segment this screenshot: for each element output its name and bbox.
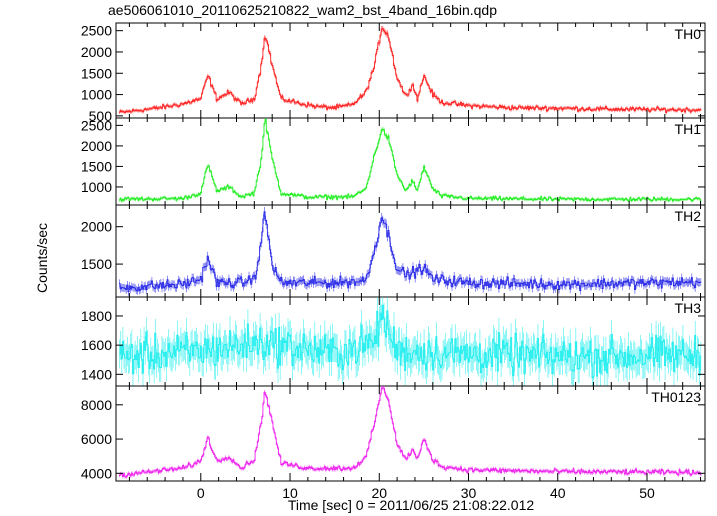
y-tick-label-TH0: 500 bbox=[89, 108, 113, 124]
y-tick-label-TH2: 2000 bbox=[81, 219, 112, 235]
panel-frame-TH0 bbox=[115, 22, 706, 119]
series-line-TH3 bbox=[119, 304, 702, 379]
y-tick-label-TH1: 1500 bbox=[81, 158, 112, 174]
y-tick-label-TH3: 1600 bbox=[81, 337, 112, 353]
y-tick-label-TH2: 1500 bbox=[81, 256, 112, 272]
y-tick-label-TH1: 1000 bbox=[81, 179, 112, 195]
series-line-TH0 bbox=[119, 28, 702, 113]
panel-label-TH0123: TH0123 bbox=[651, 389, 701, 405]
x-tick-label: 40 bbox=[550, 485, 566, 501]
series-line-TH1 bbox=[119, 119, 702, 202]
series-line-TH2 bbox=[119, 211, 702, 293]
y-tick-label-TH0123: 4000 bbox=[81, 465, 112, 481]
panel-label-TH1: TH1 bbox=[675, 121, 702, 137]
x-tick-label: 0 bbox=[197, 485, 205, 501]
y-tick-label-TH3: 1400 bbox=[81, 366, 112, 382]
chart-title: ae506061010_20110625210822_wam2_bst_4ban… bbox=[108, 2, 497, 18]
x-tick-label: 50 bbox=[639, 485, 655, 501]
y-tick-label-TH0: 1000 bbox=[81, 87, 112, 103]
y-tick-label-TH0123: 8000 bbox=[81, 397, 112, 413]
panel-label-TH3: TH3 bbox=[675, 300, 702, 316]
series-line-TH0123 bbox=[119, 387, 702, 478]
x-tick-label: 30 bbox=[461, 485, 477, 501]
y-tick-label-TH0123: 6000 bbox=[81, 431, 112, 447]
y-tick-label-TH1: 2000 bbox=[81, 138, 112, 154]
error-bars-TH0 bbox=[119, 25, 702, 115]
panel-frame-TH0123 bbox=[115, 385, 706, 482]
y-tick-label-TH0: 2000 bbox=[81, 44, 112, 60]
y-tick-label-TH0: 1500 bbox=[81, 65, 112, 81]
panel-label-TH0: TH0 bbox=[675, 26, 702, 42]
x-axis-label: Time [sec] 0 = 2011/06/25 21:08:22.012 bbox=[287, 497, 535, 513]
y-tick-label-TH1: 2500 bbox=[81, 117, 112, 133]
x-tick-label: 10 bbox=[282, 485, 298, 501]
panel-label-TH2: TH2 bbox=[675, 208, 702, 224]
y-tick-label-TH0: 2500 bbox=[81, 23, 112, 39]
y-tick-label-TH3: 1800 bbox=[81, 308, 112, 324]
x-tick-label: 20 bbox=[371, 485, 387, 501]
error-bars-TH1 bbox=[119, 118, 702, 203]
error-bars-TH0123 bbox=[119, 386, 702, 479]
panel-frame-TH1 bbox=[115, 117, 706, 206]
